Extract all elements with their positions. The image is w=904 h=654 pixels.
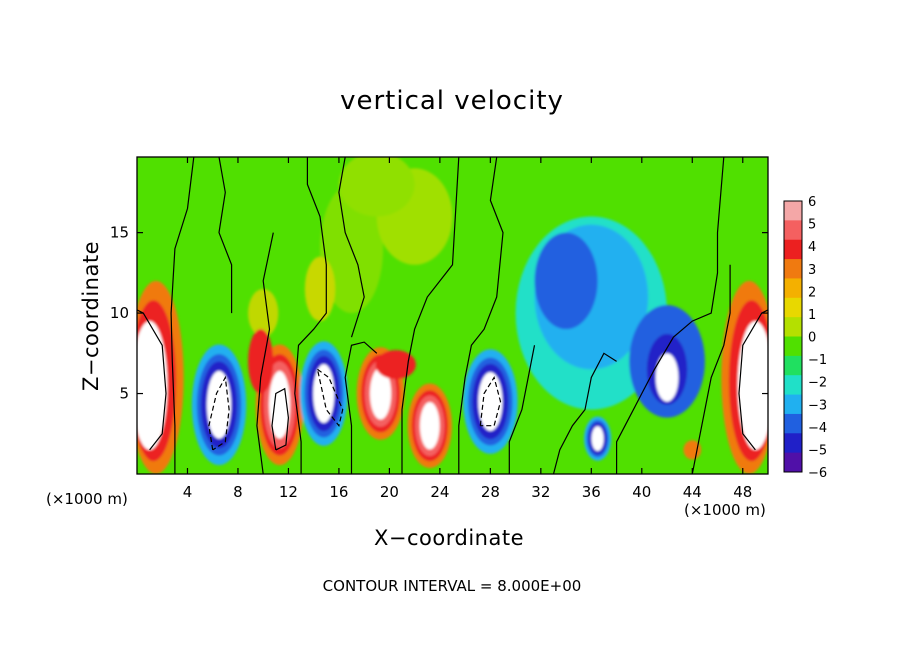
colorbar: 6 5 4 3 2 1 0 −1 −2 −3 −4 −5 −6 <box>783 195 827 481</box>
colorbar-label: −5 <box>808 443 827 458</box>
colorbar-label: 0 <box>808 331 816 346</box>
zero-contour <box>170 157 195 474</box>
x-tick-label: 28 <box>481 483 500 501</box>
zero-contour <box>338 157 365 338</box>
zero-contour <box>294 157 327 474</box>
x-tick-label: 16 <box>329 483 348 501</box>
zero-contour <box>401 157 460 474</box>
colorbar-label: 4 <box>808 240 816 255</box>
colorbar-swatch <box>784 394 802 415</box>
colorbar-label: −1 <box>808 353 827 368</box>
negative-contour <box>316 368 344 428</box>
x-unit-right: (×1000 m) <box>684 501 766 519</box>
downdraft-core <box>591 426 604 451</box>
colorbar-swatch <box>784 297 802 318</box>
colorbar-label: −4 <box>808 421 827 436</box>
colorbar-label: 1 <box>808 308 816 323</box>
colorbar-label: −6 <box>808 466 827 481</box>
downdraft-core <box>313 364 335 423</box>
upper-plume <box>338 157 415 217</box>
x-tick-label: 36 <box>582 483 601 501</box>
zero-contour <box>616 157 725 474</box>
upper-plume <box>304 256 336 322</box>
zero-contour <box>691 264 731 474</box>
updraft-cell <box>683 440 702 460</box>
colorbar-frame <box>783 200 803 473</box>
x-tick-label: 20 <box>380 483 399 501</box>
colorbar-swatch <box>784 433 802 454</box>
x-tick-label: 32 <box>531 483 550 501</box>
colorbar-label: −3 <box>808 398 827 413</box>
colorbar-swatch <box>784 317 802 337</box>
colorbar-label: 2 <box>808 285 816 300</box>
y-axis-label: Z−coordinate <box>79 241 103 391</box>
negative-contour <box>208 375 230 451</box>
x-tick-label: 12 <box>279 483 298 501</box>
colorbar-swatch <box>784 355 802 376</box>
x-tick-label: 24 <box>430 483 449 501</box>
x-tick-label: 8 <box>233 483 243 501</box>
colorbar-swatch <box>784 201 802 221</box>
downdraft-region <box>534 232 598 330</box>
downdraft-core <box>206 371 232 439</box>
x-tick-label: 40 <box>632 483 651 501</box>
zero-contour <box>218 157 233 314</box>
x-tick-label: 4 <box>183 483 193 501</box>
x-axis: 4 8 12 16 20 24 28 32 36 40 44 48 <box>183 157 752 501</box>
zero-contour <box>552 352 617 474</box>
colorbar-swatch <box>784 259 802 279</box>
chart-title: vertical velocity <box>340 86 564 116</box>
velocity-field <box>137 157 768 474</box>
colorbar-swatch <box>784 452 802 473</box>
updraft-core <box>369 367 392 420</box>
colorbar-swatch <box>784 336 802 357</box>
colorbar-swatch <box>784 413 802 434</box>
y-tick-label: 15 <box>110 224 129 242</box>
updraft-left-core <box>137 321 168 450</box>
contour-lines <box>137 157 768 474</box>
colorbar-swatch <box>784 278 802 299</box>
x-tick-label: 48 <box>733 483 752 501</box>
colorbar-label: 3 <box>808 263 816 278</box>
updraft-cell <box>375 350 416 380</box>
zero-contour <box>344 341 378 474</box>
updraft-right-core <box>737 321 768 450</box>
downdraft-core <box>655 353 679 402</box>
colorbar-label: 6 <box>808 195 816 210</box>
y-tick-label: 5 <box>119 385 129 403</box>
zero-contour <box>508 345 536 474</box>
y-axis: 5 10 15 <box>110 224 768 403</box>
downdraft-core <box>478 372 503 431</box>
colorbar-label: −2 <box>808 376 827 391</box>
plot-frame <box>136 156 769 475</box>
contour-interval: CONTOUR INTERVAL = 8.000E+00 <box>322 577 582 595</box>
x-axis-label: X−coordinate <box>374 526 524 550</box>
colorbar-label: 5 <box>808 218 816 233</box>
x-tick-label: 44 <box>683 483 702 501</box>
zero-contour <box>256 232 274 474</box>
x-unit-left: (×1000 m) <box>46 490 128 508</box>
colorbar-swatch <box>784 239 802 260</box>
positive-contour <box>271 387 290 451</box>
upper-plume <box>248 288 279 338</box>
colorbar-swatch <box>784 220 802 241</box>
colorbar-swatch <box>784 375 802 396</box>
y-tick-label: 10 <box>110 304 129 322</box>
updraft-core <box>419 402 440 450</box>
negative-contour <box>479 376 502 427</box>
zero-contour <box>458 157 504 474</box>
